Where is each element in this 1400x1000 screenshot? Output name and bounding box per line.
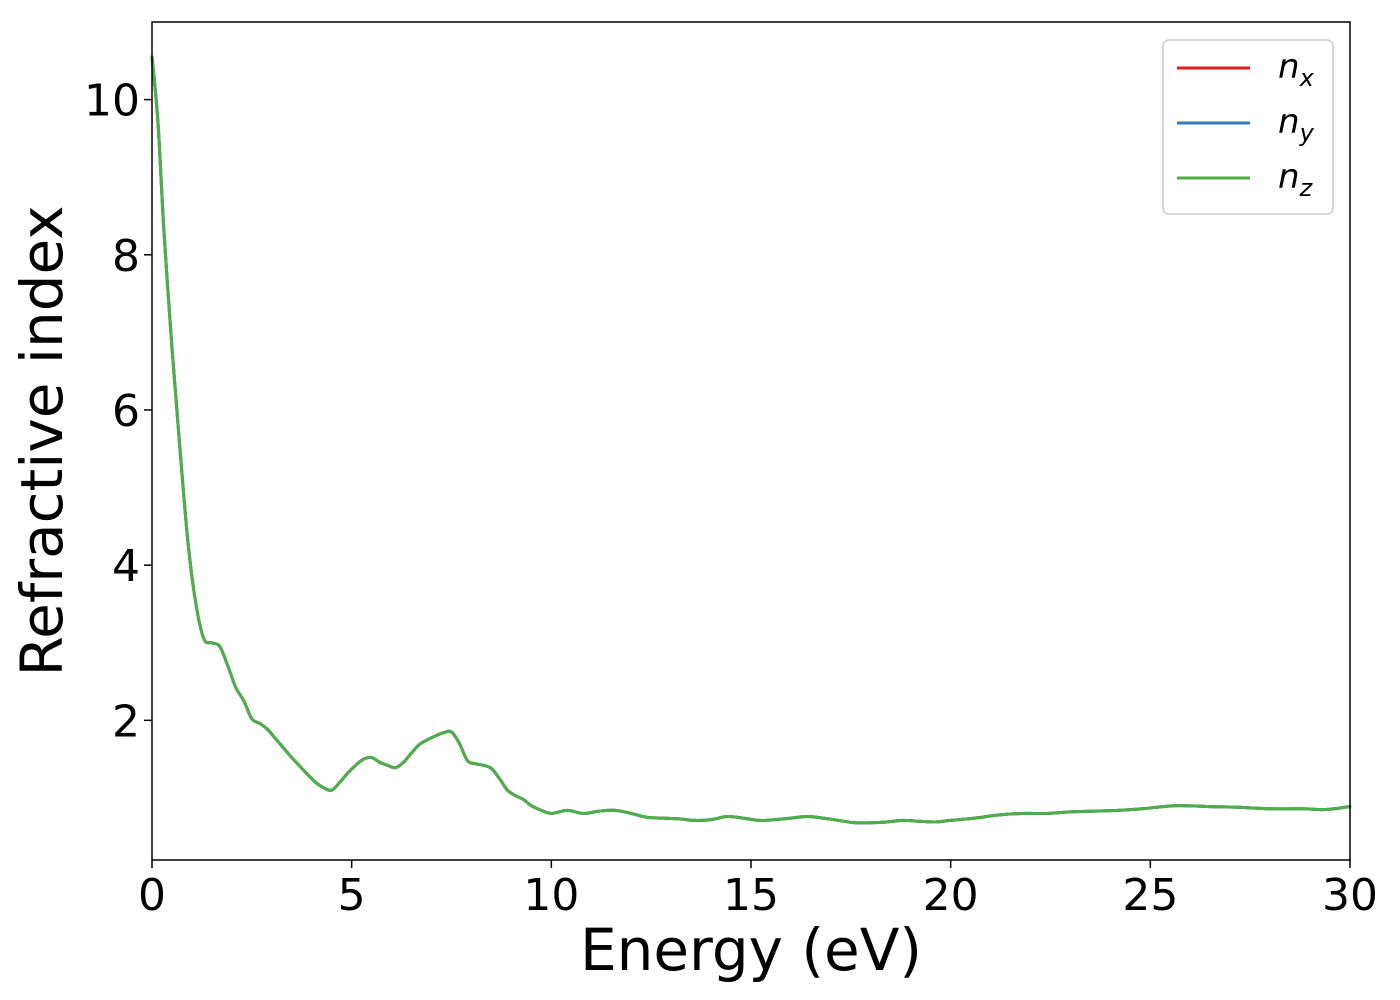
y-axis-label: Refractive index — [8, 205, 76, 676]
series-line-z — [150, 55, 1352, 825]
legend: nx ny nz — [1162, 39, 1334, 215]
x-tick-label: 5 — [338, 870, 366, 921]
y-tick-label: 10 — [84, 76, 140, 127]
x-axis-label: Energy (eV) — [580, 916, 922, 984]
x-tick-label: 0 — [138, 870, 166, 921]
legend-label-x: nx — [1278, 47, 1315, 92]
y-axis-ticks: 2 4 6 8 10 — [84, 76, 152, 747]
x-tick-label: 25 — [1122, 870, 1178, 921]
y-tick-label: 8 — [112, 231, 140, 282]
legend-entries: nx ny nz — [1177, 47, 1315, 202]
legend-label-y: ny — [1278, 102, 1315, 147]
x-axis-ticks: 0 5 10 15 20 25 30 — [138, 860, 1378, 921]
x-tick-label: 15 — [723, 870, 779, 921]
y-tick-label: 2 — [112, 696, 140, 747]
legend-label-z: nz — [1278, 157, 1314, 202]
legend-box — [1162, 39, 1334, 215]
series-layer — [150, 55, 1352, 825]
x-tick-label: 20 — [923, 870, 979, 921]
y-tick-label: 6 — [112, 386, 140, 437]
x-tick-label: 10 — [523, 870, 579, 921]
y-tick-label: 4 — [112, 541, 140, 592]
x-tick-label: 30 — [1322, 870, 1378, 921]
